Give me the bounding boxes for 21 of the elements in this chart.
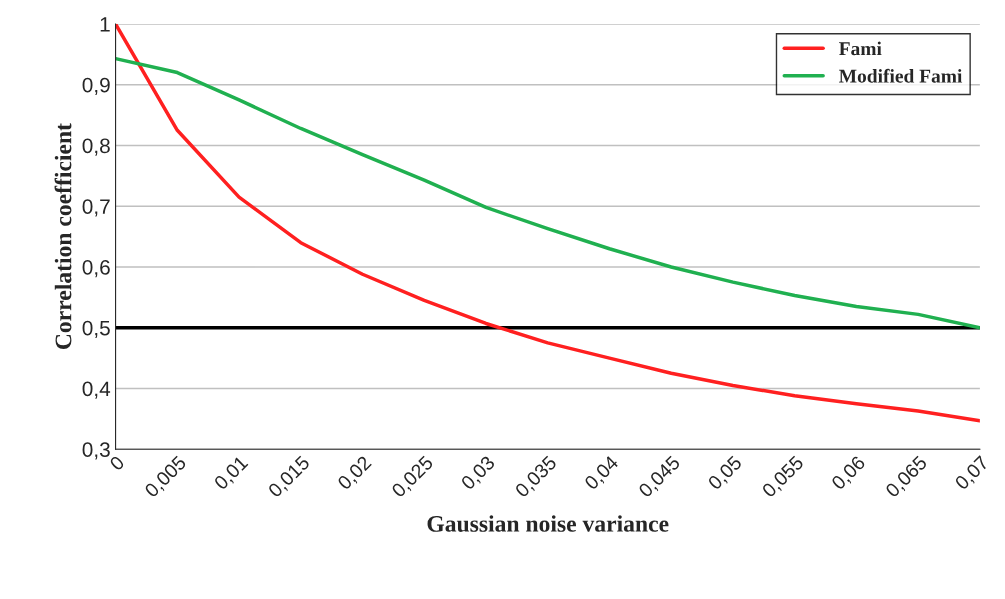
y-tick-label: 0,5	[82, 320, 110, 338]
y-tick-label: 0,6	[82, 259, 110, 278]
x-axis-title: Gaussian noise variance	[427, 515, 669, 532]
x-tick-label: 0,04	[583, 454, 621, 493]
x-tick-label: 0	[108, 455, 126, 472]
x-tick-label: 0,06	[830, 455, 868, 493]
x-tick-label: 0,05	[707, 455, 745, 493]
legend-label: Fami	[839, 41, 882, 56]
y-tick-label: 0,8	[82, 138, 110, 156]
y-tick-label: 0,9	[82, 77, 110, 95]
y-tick-label: 0,3	[82, 442, 110, 460]
y-tick-label: 0,4	[82, 381, 111, 399]
legend-label: Modified Fami	[839, 68, 963, 83]
y-tick-label: 0,7	[82, 199, 110, 217]
x-tick-label: 0,03	[460, 455, 498, 493]
x-tick-label: 0,01	[213, 455, 251, 493]
line-series	[115, 56, 980, 330]
y-axis-title: Correlation coefficient	[54, 123, 72, 349]
x-tick-label: 0,02	[336, 455, 374, 493]
line-series	[115, 23, 980, 423]
y-tick-label: 1	[100, 17, 110, 32]
